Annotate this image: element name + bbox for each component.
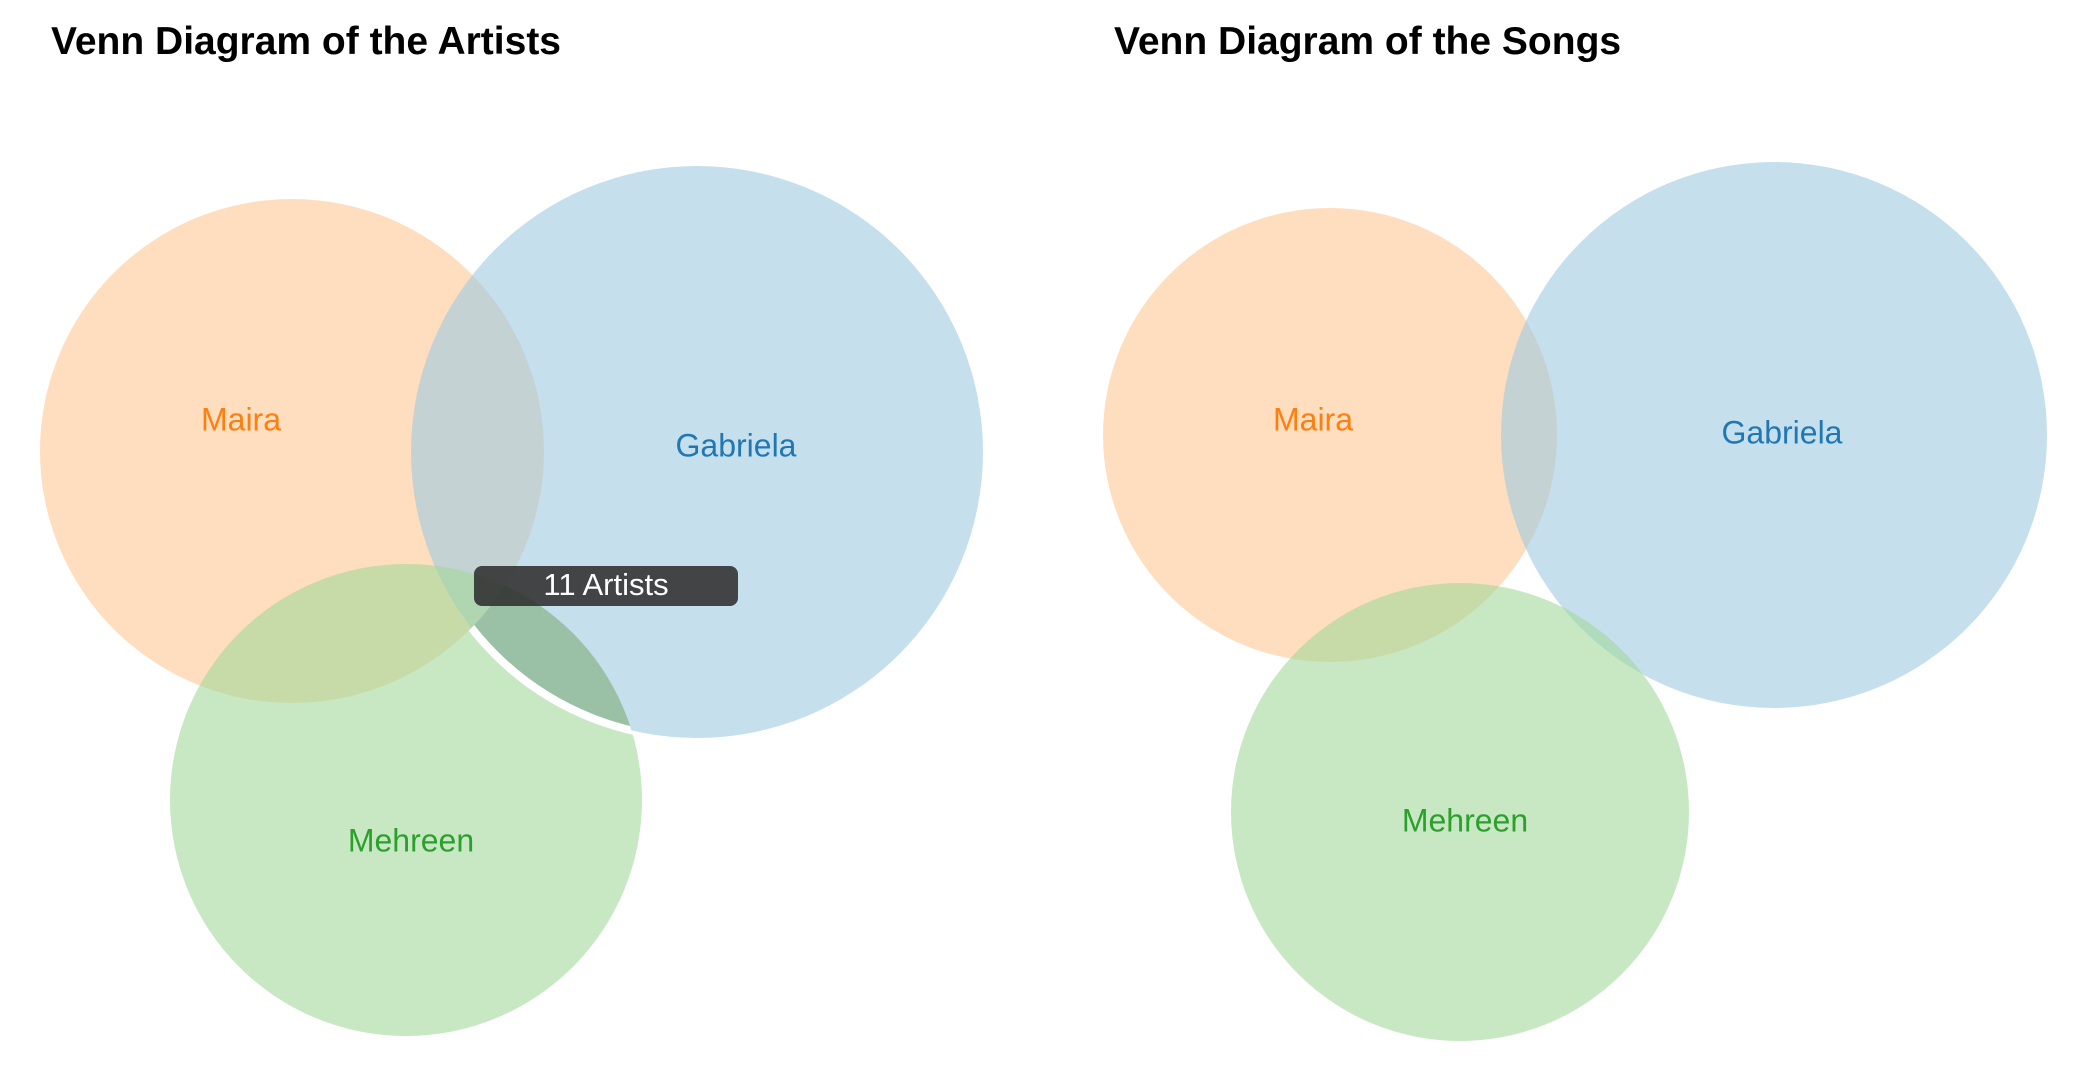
songs-label-maira: Maira — [1273, 401, 1353, 437]
artists-tooltip: 11 Artists — [474, 566, 738, 606]
songs-circle-mehreen[interactable] — [1231, 583, 1689, 1041]
artists-label-maira: Maira — [201, 401, 281, 437]
songs-circle-gabriela[interactable] — [1501, 162, 2047, 708]
songs-venn: Maira Gabriela Mehreen — [1103, 162, 2047, 1041]
songs-circle-maira[interactable] — [1103, 208, 1557, 662]
songs-label-gabriela: Gabriela — [1722, 414, 1843, 450]
songs-venn-title: Venn Diagram of the Songs — [1114, 20, 1622, 63]
artists-venn: Maira Gabriela Mehreen 11 Artists — [40, 166, 983, 1036]
artists-label-gabriela: Gabriela — [676, 427, 797, 463]
artists-tooltip-bg — [474, 566, 738, 606]
artists-label-mehreen: Mehreen — [348, 822, 474, 858]
artists-venn-title: Venn Diagram of the Artists — [51, 20, 561, 63]
songs-label-mehreen: Mehreen — [1402, 802, 1528, 838]
artists-tooltip-text: 11 Artists — [543, 567, 668, 602]
